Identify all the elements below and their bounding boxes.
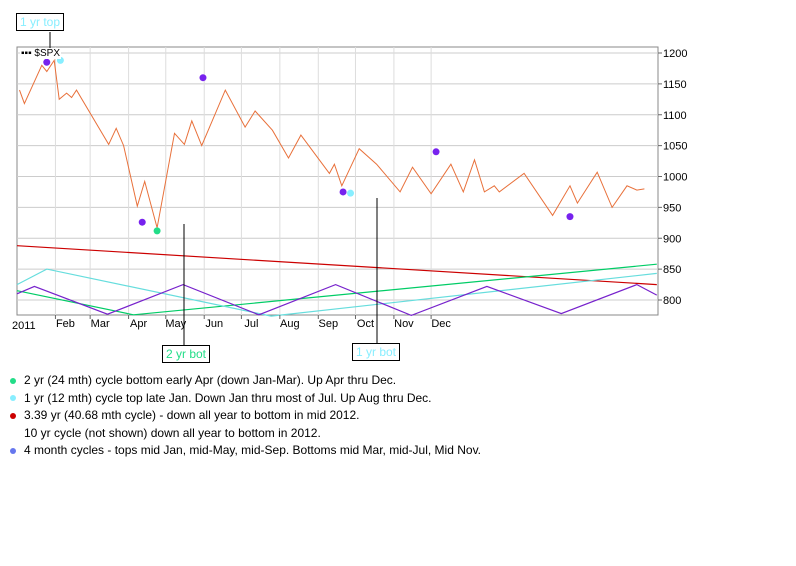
y-tick-label: 1000 (663, 172, 687, 184)
series-line-4 (16, 283, 658, 317)
y-tick-label: 800 (663, 295, 681, 307)
legend-item: 10 yr cycle (not shown) down all year to… (10, 425, 481, 443)
legend-text: 4 month cycles - tops mid Jan, mid-May, … (24, 443, 482, 457)
legend-text: 10 yr cycle (not shown) down all year to… (24, 425, 321, 440)
x-axis: 2011 Feb Mar Apr May Jun Jul Aug Sep Oct Nov Dec (12, 315, 451, 332)
legend-dot (10, 447, 16, 454)
y-tick-label: 850 (663, 264, 681, 276)
annotation-1yr-top: 1 yr top (16, 13, 65, 31)
legend-dot (10, 377, 16, 384)
x-tick-label: Nov (394, 318, 414, 330)
series-line-2 (16, 263, 657, 316)
annotation-1yr-bot-text: 1 yr bot (356, 345, 397, 359)
legend-text: 3.39 yr (40.68 mth cycle) - down all yea… (24, 408, 360, 422)
legend-dot (10, 412, 16, 419)
cycle-marker (199, 74, 207, 82)
annotation-1yr-bot: 1 yr bot (352, 343, 401, 361)
annotation-1yr-top-text: 1 yr top (20, 15, 61, 29)
cycle-marker (432, 148, 440, 156)
x-tick-label: Jun (205, 318, 223, 330)
annotation-2yr-bot-text: 2 yr bot (166, 347, 207, 361)
x-tick-label: Sep (318, 318, 338, 330)
x-tick-label: Mar (91, 318, 110, 330)
y-tick-label: 950 (663, 202, 681, 214)
legend-text: 2 yr (24 mth) cycle bottom early Apr (do… (24, 373, 397, 387)
legend-item: 1 yr (12 mth) cycle top late Jan. Down J… (10, 390, 481, 408)
cycle-marker (339, 188, 347, 196)
cycle-marker (153, 227, 161, 235)
series-line-0 (19, 59, 645, 228)
legend-dot (10, 430, 16, 436)
y-tick-label: 1050 (663, 141, 687, 153)
legend-item: 4 month cycles - tops mid Jan, mid-May, … (10, 442, 481, 460)
x-year-label: 2011 (12, 320, 36, 332)
plot-area (16, 46, 659, 316)
legend-text: 1 yr (12 mth) cycle top late Jan. Down J… (24, 390, 432, 405)
x-tick-label: Feb (56, 318, 75, 330)
y-tick-label: 1100 (663, 110, 687, 122)
symbol-label: ▪▪▪ $SPX (20, 48, 61, 59)
x-tick-label: Jul (244, 318, 258, 330)
annotation-2yr-bot: 2 yr bot (162, 345, 211, 363)
y-axis: 1200 1150 1100 1050 1000 950 900 850 800 (658, 48, 687, 307)
cycle-marker (138, 218, 146, 226)
cycle-marker (566, 213, 574, 221)
y-tick-label: 900 (663, 233, 681, 245)
cycle-marker (43, 58, 51, 66)
legend: 2 yr (24 mth) cycle bottom early Apr (do… (10, 372, 481, 460)
x-tick-label: Oct (357, 318, 374, 330)
y-tick-label: 1150 (663, 79, 687, 91)
legend-dot (10, 395, 16, 402)
cycle-chart: 1200 1150 1100 1050 1000 950 900 850 800 2011 Feb… (12, 32, 687, 346)
x-tick-label: Dec (431, 318, 451, 330)
x-tick-label: Aug (280, 318, 300, 330)
x-tick-label: Apr (130, 318, 147, 330)
series-line-1 (16, 245, 657, 286)
y-tick-label: 1200 (663, 48, 687, 60)
x-tick-label: May (165, 318, 186, 330)
legend-item: 2 yr (24 mth) cycle bottom early Apr (do… (10, 372, 481, 390)
series-lines (16, 59, 658, 317)
symbol-text: $SPX (34, 48, 60, 59)
cycle-marker (347, 189, 355, 197)
legend-item: 3.39 yr (40.68 mth cycle) - down all yea… (10, 407, 481, 425)
